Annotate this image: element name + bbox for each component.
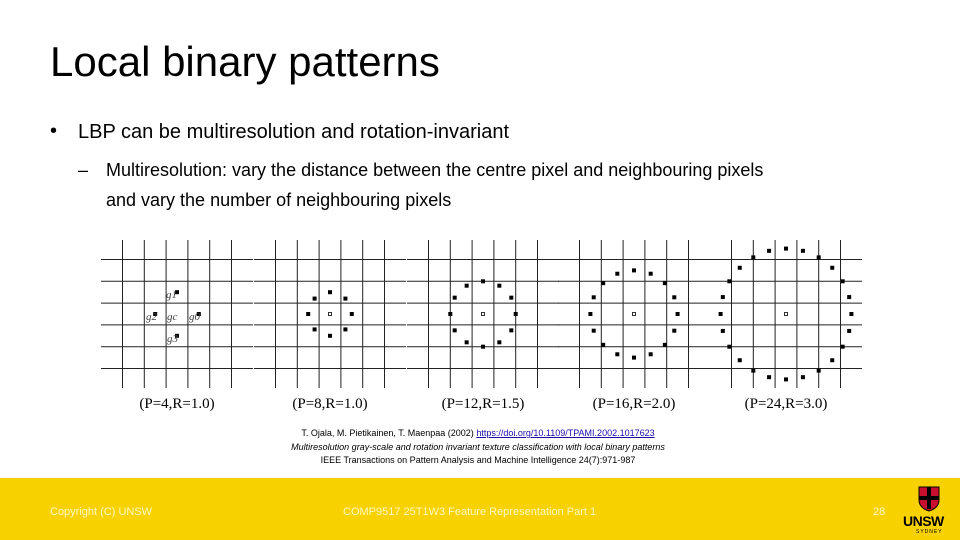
neighbour-dot (737, 265, 742, 270)
logo-text: UNSW (903, 513, 944, 529)
neighbour-dot (328, 333, 332, 338)
neighbour-dot (784, 246, 788, 251)
neighbour-dot (591, 328, 596, 333)
neighbour-dot (847, 328, 852, 333)
neighbour-dot (464, 340, 469, 345)
neighbour-dot (497, 340, 502, 345)
neighbour-dot (591, 295, 596, 300)
neighbour-dot (196, 312, 201, 316)
neighbour-dot (672, 328, 677, 333)
footer: Copyright (C) UNSW COMP9517 25T1W3 Featu… (0, 478, 960, 540)
neighbour-dot (312, 327, 317, 332)
neighbour-dot (452, 328, 457, 333)
footer-course: COMP9517 25T1W3 Feature Representation P… (343, 506, 597, 518)
neighbour-dot (751, 255, 756, 260)
caption: (P=16,R=2.0) (593, 396, 676, 412)
neighbour-dot (816, 255, 821, 260)
pixel-label: gc (167, 311, 178, 323)
centre-pixel (328, 312, 332, 316)
neighbour-dot (632, 355, 636, 360)
citation-authors: T. Ojala, M. Pietikainen, T. Maenpaa (20… (301, 428, 474, 438)
neighbour-dot (784, 377, 788, 382)
neighbour-dot (648, 352, 653, 357)
neighbour-dot (720, 328, 725, 333)
neighbour-dot (849, 312, 854, 316)
neighbour-dot (727, 344, 732, 349)
neighbour-dot (800, 375, 805, 380)
neighbour-dot (632, 268, 636, 273)
neighbour-dot (312, 296, 317, 301)
citation-journal: IEEE Transactions on Pattern Analysis an… (320, 455, 636, 465)
neighbour-dot (672, 295, 677, 300)
neighbour-dot (830, 358, 835, 363)
bullet-marker: • (50, 120, 58, 142)
caption: (P=12,R=1.5) (442, 396, 525, 412)
centre-pixel (632, 312, 636, 316)
neighbour-dot (452, 295, 457, 300)
neighbour-dot (464, 283, 469, 288)
sub-bullet: Multiresolution: vary the distance betwe… (106, 160, 764, 180)
centre-pixel (784, 312, 788, 316)
neighbour-dot (847, 295, 852, 300)
neighbour-dot (328, 290, 332, 295)
neighbour-dot (306, 312, 311, 316)
neighbour-dot (662, 342, 667, 347)
logo-sub: SYDNEY (916, 529, 943, 535)
neighbour-dot (481, 344, 485, 349)
sub-bullet-marker: – (78, 160, 89, 180)
neighbour-dot (601, 281, 606, 286)
sub-bullet: and vary the number of neighbouring pixe… (106, 190, 452, 210)
slide-title: Local binary patterns (50, 38, 440, 85)
neighbour-dot (509, 328, 514, 333)
neighbour-dot (153, 312, 158, 316)
neighbour-dot (349, 312, 354, 316)
neighbour-dot (840, 344, 845, 349)
neighbour-dot (662, 281, 667, 286)
neighbour-dot (509, 295, 514, 300)
neighbour-dot (615, 352, 620, 357)
neighbour-dot (588, 312, 593, 316)
citation-link[interactable]: https://doi.org/10.1109/TPAMI.2002.10176… (476, 428, 655, 438)
citation-line: T. Ojala, M. Pietikainen, T. Maenpaa (20… (0, 427, 956, 441)
logo-crest (918, 486, 940, 512)
footer-page: 28 (873, 506, 886, 518)
neighbour-dot (727, 279, 732, 284)
citation: T. Ojala, M. Pietikainen, T. Maenpaa (20… (0, 427, 956, 468)
neighbour-dot (767, 375, 772, 380)
neighbour-dot (648, 271, 653, 276)
neighbour-dot (718, 312, 723, 316)
citation-paper: Multiresolution gray-scale and rotation … (291, 441, 665, 452)
centre-pixel (481, 312, 485, 316)
neighbour-dot (343, 296, 348, 301)
caption: (P=8,R=1.0) (292, 396, 367, 412)
caption: (P=24,R=3.0) (745, 396, 828, 412)
neighbour-dot (840, 279, 845, 284)
pixel-label: g3 (167, 333, 179, 345)
neighbour-dot (675, 312, 680, 316)
pixel-label: g2 (146, 311, 158, 323)
caption: (P=4,R=1.0) (139, 396, 214, 412)
neighbour-dot (601, 342, 606, 347)
lbp-figure: (P=4,R=1.0) (P=8,R=1.0) (P=12,R=1.5) (P=16,… (101, 240, 862, 412)
neighbour-dot (497, 283, 502, 288)
neighbour-dot (175, 290, 179, 295)
neighbour-dot (830, 265, 835, 270)
footer-copyright: Copyright (C) UNSW (50, 506, 153, 518)
neighbour-dot (720, 295, 725, 300)
neighbour-dot (513, 312, 518, 316)
neighbour-dot (737, 358, 742, 363)
neighbour-dot (751, 368, 756, 373)
neighbour-dot (816, 368, 821, 373)
neighbour-dot (175, 333, 179, 338)
neighbour-dot (800, 248, 805, 253)
bullet: LBP can be multiresolution and rotation-… (78, 121, 509, 143)
neighbour-dot (343, 327, 348, 332)
neighbour-dot (767, 248, 772, 253)
neighbour-dot (448, 312, 453, 316)
pixel-label: g0 (189, 311, 201, 323)
neighbour-dot (615, 271, 620, 276)
pixel-label: g1 (166, 289, 177, 301)
neighbour-dot (481, 279, 485, 284)
